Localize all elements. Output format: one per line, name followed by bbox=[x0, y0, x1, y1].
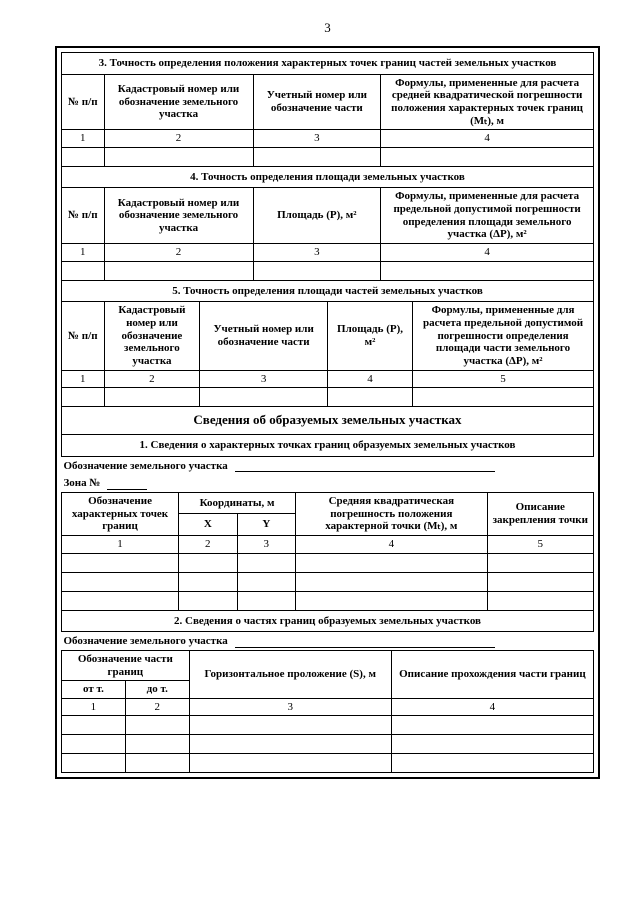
sub1-n4: 5 bbox=[487, 535, 593, 553]
sub1-blank2 bbox=[62, 572, 594, 591]
section-4-table: 4. Точность определения площади земельны… bbox=[61, 166, 594, 281]
sec5-h3: Площадь (Р), м² bbox=[327, 302, 412, 370]
sub1-ht0: Обозначение характерных точек границ bbox=[62, 493, 179, 536]
sub1-zone-label: Зона № bbox=[64, 477, 101, 489]
sub2-ht1: Горизонтальное проложение (S), м bbox=[189, 650, 391, 698]
page-number: 3 bbox=[55, 20, 600, 36]
sec5-n0: 1 bbox=[62, 370, 105, 388]
sub1-ht1: Координаты, м bbox=[179, 493, 296, 514]
big-section-title: Сведения об образуемых земельных участка… bbox=[62, 407, 594, 435]
sub1-hy: Y bbox=[237, 514, 296, 535]
sec3-n0: 1 bbox=[62, 130, 105, 148]
sub1-n0: 1 bbox=[62, 535, 179, 553]
sub1-zone-underline bbox=[107, 479, 147, 490]
sec3-blank bbox=[62, 147, 594, 166]
sec4-h0: № п/п bbox=[62, 188, 105, 244]
sec3-h2: Учетный номер или обозначение части bbox=[253, 74, 381, 130]
big-section-table: Сведения об образуемых земельных участка… bbox=[61, 406, 594, 435]
sub1-n1: 2 bbox=[179, 535, 238, 553]
sub2-hs0: от т. bbox=[62, 681, 126, 699]
sec3-n2: 3 bbox=[253, 130, 381, 148]
sub2-n0: 1 bbox=[62, 698, 126, 716]
sec3-title: 3. Точность определения положения характ… bbox=[62, 53, 594, 75]
sec4-n0: 1 bbox=[62, 244, 105, 262]
sub2-blank3 bbox=[62, 754, 594, 773]
sec3-n3: 4 bbox=[381, 130, 594, 148]
sub1-title: 1. Сведения о характерных точках границ … bbox=[62, 435, 594, 457]
sec5-h0: № п/п bbox=[62, 302, 105, 370]
sec3-h3: Формулы, примененные для расчета средней… bbox=[381, 74, 594, 130]
sec4-blank bbox=[62, 261, 594, 280]
sec3-h0: № п/п bbox=[62, 74, 105, 130]
sub2-n3: 4 bbox=[391, 698, 593, 716]
sub1-table: 1. Сведения о характерных точках границ … bbox=[61, 434, 594, 610]
sub2-parcel-label: Обозначение земельного участка bbox=[64, 635, 228, 647]
sub1-blank3 bbox=[62, 591, 594, 610]
sec4-h3: Формулы, примененные для расчета предель… bbox=[381, 188, 594, 244]
sec5-n3: 4 bbox=[327, 370, 412, 388]
sec4-n1: 2 bbox=[104, 244, 253, 262]
sec5-h2: Учетный номер или обозначение части bbox=[200, 302, 328, 370]
sec5-n2: 3 bbox=[200, 370, 328, 388]
sub2-ht0: Обозначение части границ bbox=[62, 650, 190, 680]
sec5-h1: Кадастровый номер или обозначение земель… bbox=[104, 302, 200, 370]
sub2-hs1: до т. bbox=[125, 681, 189, 699]
sec3-n1: 2 bbox=[104, 130, 253, 148]
sub1-parcel-underline bbox=[235, 461, 495, 472]
sub2-parcel-underline bbox=[235, 637, 495, 648]
sec5-title: 5. Точность определения площади частей з… bbox=[62, 280, 594, 302]
sub1-zone-label-row: Зона № bbox=[62, 474, 594, 492]
sec5-h4: Формулы, примененные для расчета предель… bbox=[413, 302, 594, 370]
form-container: 3. Точность определения положения характ… bbox=[55, 46, 600, 779]
sec4-h2: Площадь (Р), м² bbox=[253, 188, 381, 244]
sub2-blank1 bbox=[62, 716, 594, 735]
sub1-hx: X bbox=[179, 514, 238, 535]
sub2-blank2 bbox=[62, 735, 594, 754]
section-5-table: 5. Точность определения площади частей з… bbox=[61, 280, 594, 407]
sub1-parcel-label: Обозначение земельного участка bbox=[64, 460, 228, 472]
sec3-h1: Кадастровый номер или обозначение земель… bbox=[104, 74, 253, 130]
sub2-n2: 3 bbox=[189, 698, 391, 716]
sub1-n3: 4 bbox=[296, 535, 488, 553]
sec4-n3: 4 bbox=[381, 244, 594, 262]
sec5-blank bbox=[62, 388, 594, 407]
sub2-n1: 2 bbox=[125, 698, 189, 716]
sub2-title: 2. Сведения о частях границ образуемых з… bbox=[62, 610, 594, 632]
sub1-parcel-label-row: Обозначение земельного участка bbox=[62, 456, 594, 474]
sub2-parcel-label-row: Обозначение земельного участка bbox=[62, 632, 594, 651]
sub2-ht2: Описание прохождения части границ bbox=[391, 650, 593, 698]
sub1-ht2: Средняя квадратическая погрешность полож… bbox=[296, 493, 488, 536]
sec4-h1: Кадастровый номер или обозначение земель… bbox=[104, 188, 253, 244]
sub2-table: 2. Сведения о частях границ образуемых з… bbox=[61, 610, 594, 774]
section-3-table: 3. Точность определения положения характ… bbox=[61, 52, 594, 167]
sec4-title: 4. Точность определения площади земельны… bbox=[62, 166, 594, 188]
sec5-n4: 5 bbox=[413, 370, 594, 388]
sec5-n1: 2 bbox=[104, 370, 200, 388]
sub1-n2: 3 bbox=[237, 535, 296, 553]
sub1-blank1 bbox=[62, 553, 594, 572]
sec4-n2: 3 bbox=[253, 244, 381, 262]
sub1-ht3: Описание закрепления точки bbox=[487, 493, 593, 536]
